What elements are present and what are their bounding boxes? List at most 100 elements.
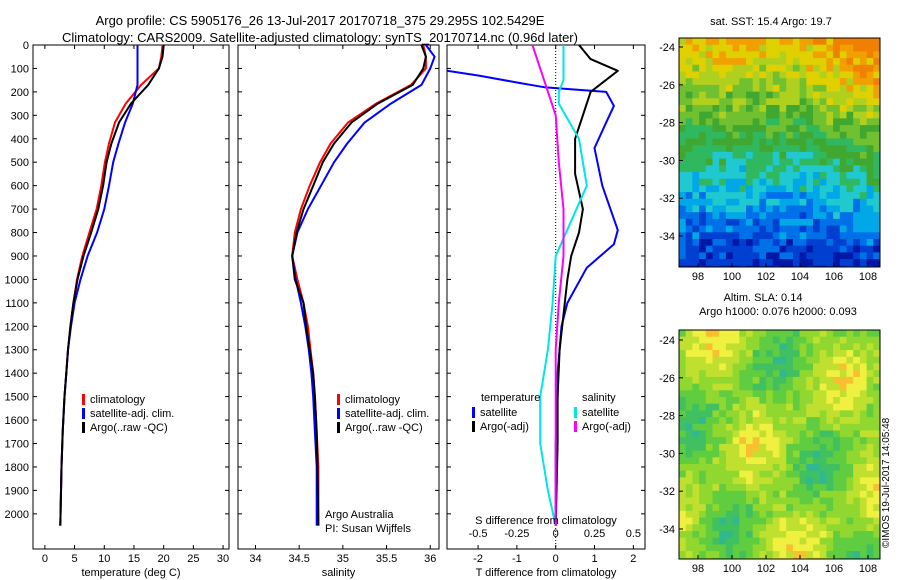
map-cell [873,484,880,492]
map-cell [833,430,841,438]
map-cell [873,131,880,139]
map-cell [685,350,693,358]
map-cell [819,551,827,559]
map-cell [779,98,787,106]
map-cell [826,370,834,378]
map-cell [833,225,841,233]
map-cell [786,450,794,458]
panel-frame-difference [446,44,646,550]
map-cell [772,265,780,267]
map-cell [692,390,700,398]
map-cell [732,443,740,451]
map-ytick-label: -28 [659,118,675,130]
map-cell [853,350,861,358]
map-cell [759,98,767,106]
map-cell [679,510,687,518]
map-cell [813,38,821,46]
map-cell [725,232,733,240]
map-cell [725,517,733,525]
map-cell [712,78,720,86]
map-cell [766,410,774,418]
map-cell [699,151,707,159]
map-cell [772,376,780,384]
map-cell [692,383,700,391]
map-cell [705,165,713,173]
map-cell [752,397,760,405]
map-cell [846,192,854,200]
map-cell [859,105,867,113]
map-cell [786,544,794,552]
map-cell [712,51,720,59]
map-cell [719,524,727,532]
map-cell [719,557,727,559]
map-cell [839,239,847,247]
map-cell [739,151,747,159]
map-cell [759,524,767,532]
map-cell [859,38,867,46]
map-cell [819,178,827,186]
map-cell [859,544,867,552]
map-cell [786,497,794,505]
map-cell [813,245,821,253]
map-cell [813,517,821,525]
map-cell [866,105,874,113]
legend-label: climatology [90,394,146,406]
map-cell [766,450,774,458]
map-cell [752,265,760,267]
map-cell [732,51,740,59]
map-cell [772,497,780,505]
map-cell [759,417,767,425]
map-cell [779,198,787,206]
map-cell [725,205,733,213]
map-cell [725,504,733,512]
map-cell [692,225,700,233]
map-cell [725,537,733,545]
map-cell [692,504,700,512]
map-cell [712,524,720,532]
map-cell [786,138,794,146]
map-cell [679,259,687,267]
map-cell [799,383,807,391]
map-cell [732,490,740,498]
map-cell [806,145,814,153]
map-cell [839,410,847,418]
map-cell [833,390,841,398]
map-cell [679,158,687,166]
map-cell [806,423,814,431]
map-cell [772,111,780,119]
map-cell [759,165,767,173]
map-cell [813,185,821,193]
map-cell [746,497,754,505]
map-cell [799,118,807,126]
map-cell [699,205,707,213]
map-cell [813,78,821,86]
map-cell [759,470,767,478]
map-cell [846,437,854,445]
map-cell [853,158,861,166]
map-cell [806,44,814,52]
map-cell [725,383,733,391]
map-cell [752,105,760,113]
map-cell [712,383,720,391]
map-cell [866,376,874,384]
sst-map-title: sat. SST: 15.4 Argo: 19.7 [710,16,832,28]
map-cell [819,151,827,159]
map-cell [719,437,727,445]
map-cell [826,484,834,492]
map-cell [813,537,821,545]
map-cell [839,383,847,391]
map-cell [739,178,747,186]
map-cell [786,192,794,200]
map-cell [712,158,720,166]
map-cell [699,158,707,166]
map-cell [806,504,814,512]
map-cell [679,430,687,438]
map-cell [685,178,693,186]
map-cell [705,232,713,240]
map-cell [772,397,780,405]
map-cell [692,131,700,139]
map-cell [792,198,800,206]
map-cell [866,212,874,220]
map-cell [833,252,841,260]
map-cell [752,131,760,139]
